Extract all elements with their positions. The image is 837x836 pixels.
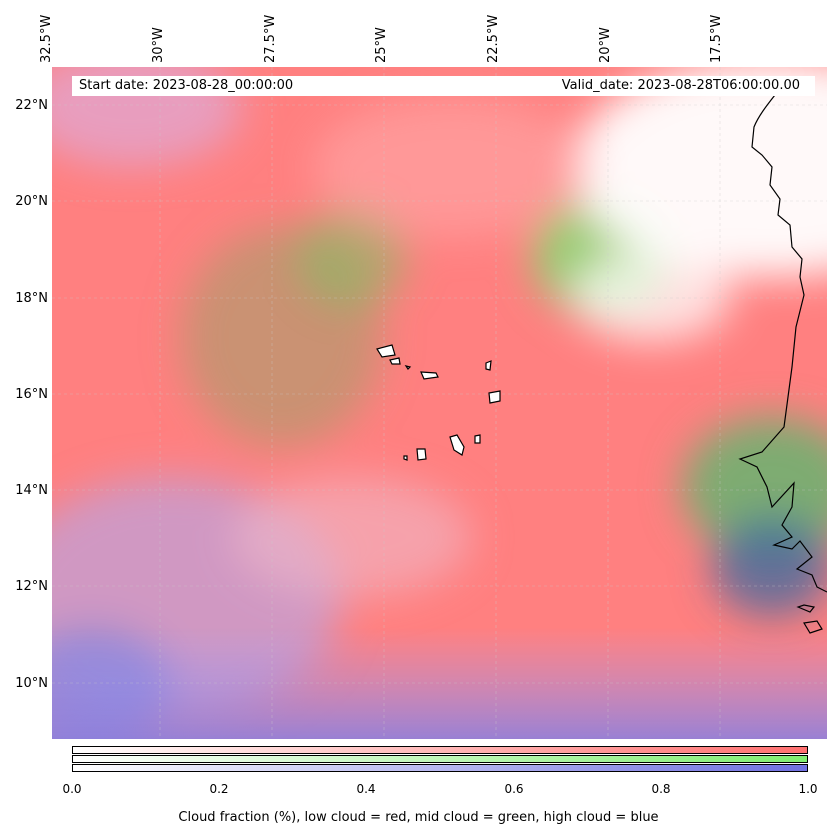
coastline [738,81,827,634]
colorbar-high [72,764,808,772]
colorbar-tick: 1.0 [798,782,818,796]
lon-label: 25°W [374,27,389,63]
colorbar-tick: 0.4 [356,782,376,796]
map-frame [52,67,827,739]
lat-label: 20°N [15,194,48,209]
date-bar [72,76,815,96]
lat-label: 14°N [15,483,48,498]
lon-label: 30°W [151,27,166,63]
lat-label: 22°N [15,98,48,113]
lat-label: 16°N [15,387,48,402]
colorbar-label: Cloud fraction (%), low cloud = red, mid… [178,810,659,825]
lat-label: 10°N [15,676,48,691]
islands [376,344,501,461]
lat-label: 18°N [15,291,48,306]
colorbar-tick: 0.8 [651,782,671,796]
lon-label: 22.5°W [486,14,501,63]
graticule [52,67,827,739]
lon-label: 17.5°W [709,14,724,63]
cloud-fraction-map [52,67,827,739]
lon-label: 32.5°W [39,14,54,63]
lon-label: 27.5°W [263,14,278,63]
colorbar-low [72,746,808,754]
colorbar-tick: 0.2 [209,782,229,796]
lat-label: 12°N [15,579,48,594]
start-date-label: Start date: 2023-08-28_00:00:00 [79,78,294,93]
lon-label: 20°W [598,27,613,63]
colorbar-tick: 0.0 [62,782,82,796]
valid-date-label: Valid_date: 2023-08-28T06:00:00.00 [561,78,800,93]
colorbar-mid [72,755,808,763]
colorbar-tick: 0.6 [504,782,524,796]
